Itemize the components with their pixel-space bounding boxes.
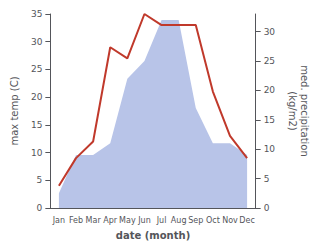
svg-text:10: 10 — [264, 144, 276, 154]
svg-text:(kg/m2): (kg/m2) — [287, 91, 298, 131]
svg-text:5: 5 — [37, 175, 43, 185]
svg-text:Jul: Jul — [156, 216, 167, 225]
svg-text:15: 15 — [31, 120, 42, 130]
svg-text:Oct: Oct — [206, 216, 220, 225]
svg-text:10: 10 — [31, 148, 43, 158]
svg-text:25: 25 — [31, 64, 42, 74]
svg-text:Apr: Apr — [103, 216, 118, 225]
svg-text:Jan: Jan — [52, 216, 65, 225]
svg-text:30: 30 — [31, 37, 43, 47]
svg-text:Feb: Feb — [69, 216, 83, 225]
svg-text:med. precipitation: med. precipitation — [299, 65, 310, 157]
svg-text:25: 25 — [264, 56, 275, 66]
svg-text:Aug: Aug — [171, 216, 187, 225]
svg-text:20: 20 — [264, 85, 276, 95]
svg-text:May: May — [119, 216, 136, 225]
svg-text:30: 30 — [264, 27, 276, 37]
svg-text:Dec: Dec — [239, 216, 254, 225]
svg-text:date (month): date (month) — [116, 230, 190, 241]
svg-text:15: 15 — [264, 115, 275, 125]
svg-text:Jun: Jun — [137, 216, 151, 225]
svg-text:Mar: Mar — [86, 216, 102, 225]
svg-text:35: 35 — [31, 9, 42, 19]
svg-text:0: 0 — [37, 203, 43, 213]
svg-text:Sep: Sep — [188, 216, 203, 225]
svg-text:20: 20 — [31, 92, 43, 102]
svg-text:max temp (C): max temp (C) — [9, 76, 20, 145]
svg-text:0: 0 — [264, 203, 270, 213]
svg-text:5: 5 — [264, 174, 270, 184]
svg-text:Nov: Nov — [222, 216, 238, 225]
